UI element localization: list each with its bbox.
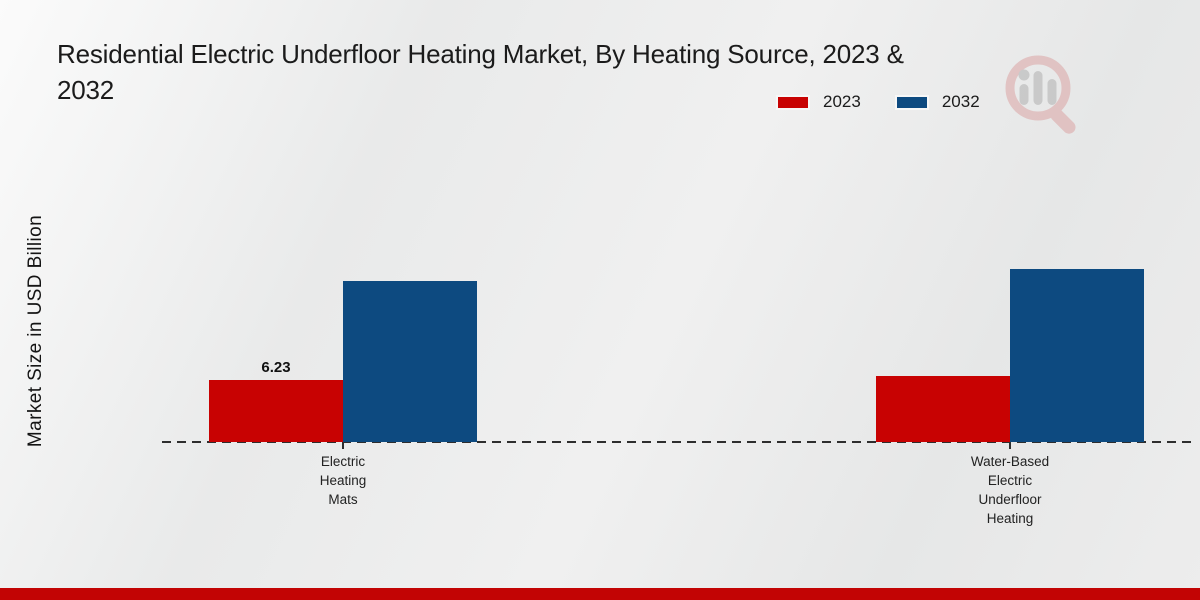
legend-item-2032: 2032 (894, 92, 980, 112)
y-axis-label: Market Size in USD Billion (25, 214, 46, 448)
x-category-label-line: Electric (987, 473, 1033, 488)
bar-2032-electric-heating-mats (343, 281, 477, 442)
x-category-label-line: Electric (320, 454, 366, 469)
legend-label-2023: 2023 (823, 92, 861, 111)
x-axis-tick (1009, 443, 1011, 449)
chart-title: Residential Electric Underfloor Heating … (57, 36, 904, 108)
x-category-label-water-based-electric-underfloor-heating: Water-Based Electric Underfloor Heating (920, 452, 1100, 528)
legend-swatch-2023-icon (776, 94, 810, 110)
x-category-label-line: Heating (986, 511, 1034, 526)
bar-2032-water-based-electric-underfloor-heating (1010, 269, 1144, 442)
x-axis-tick (342, 443, 344, 449)
bar-value-label-2023-electric-heating-mats: 6.23 (261, 359, 291, 376)
legend-item-2023: 2023 (776, 92, 861, 112)
x-category-label-line: Underfloor (978, 492, 1042, 507)
x-axis-baseline (162, 441, 1192, 443)
x-category-label-line: Mats (328, 492, 358, 507)
footer-accent-bar (0, 588, 1200, 600)
chart-title-line-2: 2032 (57, 75, 115, 105)
market-research-future-magnifier-logo-icon (1005, 55, 1076, 134)
legend-swatch-2032-icon (894, 94, 929, 110)
chart-legend: 2023 2032 (776, 92, 980, 112)
x-category-label-line: Heating (319, 473, 367, 488)
chart-title-line-1: Residential Electric Underfloor Heating … (57, 39, 904, 69)
legend-label-2032: 2032 (941, 92, 980, 111)
x-category-label-electric-heating-mats: Electric Heating Mats (253, 452, 433, 509)
bar-2023-electric-heating-mats (209, 380, 343, 442)
bar-2023-water-based-electric-underfloor-heating (876, 376, 1010, 442)
x-category-label-line: Water-Based (970, 454, 1050, 469)
